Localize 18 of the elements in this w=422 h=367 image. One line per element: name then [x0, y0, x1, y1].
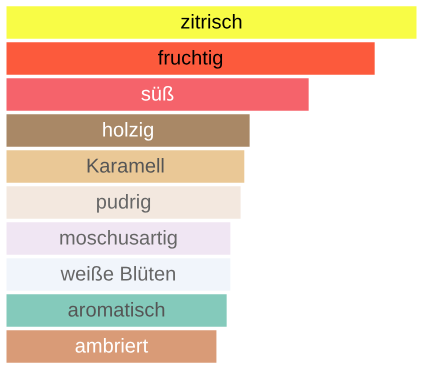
- bar: [6, 330, 216, 363]
- bar: [6, 186, 241, 219]
- bar: [6, 150, 244, 183]
- y-tick-label: ambriert: [74, 336, 149, 358]
- y-tick-label: holzig: [102, 120, 154, 142]
- y-tick-label: süß: [140, 84, 174, 106]
- bar: [6, 42, 375, 75]
- y-tick-label: weiße Blüten: [60, 264, 176, 286]
- y-tick-label: Karamell: [86, 156, 165, 178]
- bar: [6, 294, 227, 327]
- y-tick-label: fruchtig: [158, 48, 224, 70]
- y-tick-label: aromatisch: [68, 300, 166, 322]
- bar: [6, 6, 416, 39]
- bar: [6, 114, 250, 147]
- y-tick-label: moschusartig: [58, 228, 178, 250]
- y-tick-label: pudrig: [96, 192, 152, 214]
- y-tick-label: zitrisch: [180, 12, 243, 34]
- bar: [6, 78, 309, 111]
